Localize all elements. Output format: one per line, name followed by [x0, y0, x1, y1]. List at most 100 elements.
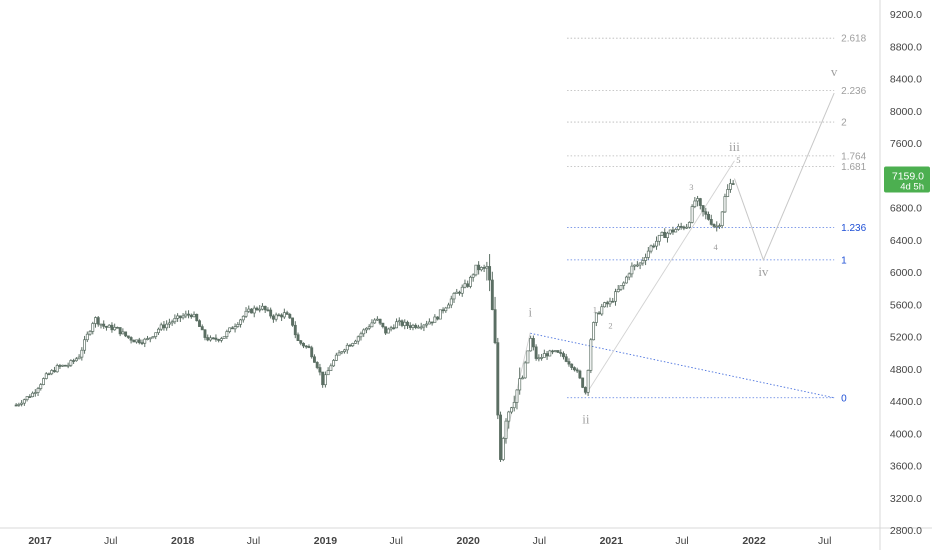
candle-body	[326, 370, 330, 376]
wave-label: 5	[736, 155, 740, 165]
support-trend-line	[530, 332, 835, 399]
candle-body	[589, 339, 593, 371]
candle-body	[712, 224, 716, 227]
candle-body	[693, 200, 697, 207]
wave-guide-line	[585, 160, 735, 395]
candle-body	[124, 331, 128, 337]
wave-label: ii	[582, 412, 590, 427]
candle-body	[392, 327, 396, 330]
candle-body	[154, 332, 158, 337]
candle-body	[55, 365, 59, 373]
candle-body	[356, 336, 360, 342]
candle-body	[444, 307, 448, 312]
candle-body	[140, 342, 144, 345]
candle-body	[523, 362, 527, 379]
candle-body	[400, 320, 404, 326]
candle-body	[701, 205, 705, 213]
candle-body	[455, 291, 459, 294]
candle-body	[572, 367, 576, 371]
price-tick-label: 8400.0	[890, 74, 922, 86]
candle-body	[406, 321, 409, 326]
candle-body	[384, 326, 388, 334]
candle-body	[381, 322, 385, 328]
candle-body	[263, 305, 267, 311]
time-axis[interactable]: 2017 Jul 2018 Jul 2019 Jul 2020 Jul 2021 Jul 2022 J…	[28, 535, 831, 547]
candle-body	[236, 324, 240, 327]
candle-body	[460, 286, 464, 294]
candle-body	[512, 402, 516, 409]
candle-body	[731, 183, 735, 185]
candle-body	[657, 234, 661, 242]
candle-body	[299, 340, 303, 344]
candle-body	[619, 285, 623, 290]
candle-body	[277, 314, 281, 317]
candle-body	[181, 315, 185, 319]
candle-body	[198, 320, 201, 327]
candle-body	[318, 367, 322, 373]
candle-body	[222, 336, 226, 339]
candle-body	[135, 339, 139, 343]
candle-body	[170, 321, 174, 324]
candle-body	[668, 229, 672, 234]
fib-level-label: 1.236	[841, 223, 866, 234]
candle-body	[132, 339, 136, 343]
candle-body	[551, 350, 554, 353]
candle-body	[414, 324, 418, 328]
candle-body	[652, 245, 656, 248]
candle-body	[83, 339, 87, 351]
last-price-tag: 7159.04d 5h	[884, 166, 930, 193]
candle-body	[203, 329, 207, 338]
candle-body	[354, 340, 357, 344]
candle-body	[474, 264, 478, 276]
candle-body	[162, 324, 166, 329]
candle-body	[660, 231, 664, 236]
candle-body	[600, 306, 604, 315]
candle-body	[209, 337, 212, 341]
candle-body	[323, 374, 327, 386]
candle-body	[597, 312, 601, 315]
candle-body	[195, 313, 199, 322]
candle-body	[364, 327, 368, 331]
time-tick-label: Jul	[389, 535, 402, 547]
candle-body	[359, 333, 363, 338]
candle-body	[50, 370, 54, 375]
time-tick-label: Jul	[675, 535, 688, 547]
candle-body	[564, 356, 568, 362]
candle-body	[105, 326, 108, 328]
candle-body	[151, 336, 155, 339]
candle-body	[312, 356, 316, 363]
candle-body	[69, 360, 73, 366]
candle-body	[321, 371, 325, 386]
candle-body	[44, 373, 48, 379]
candle-body	[282, 312, 286, 318]
candle-body	[280, 314, 284, 318]
price-tick-label: 5600.0	[890, 299, 922, 311]
fib-level-label: 0	[841, 393, 847, 404]
candle-body	[85, 333, 89, 341]
candle-body	[340, 351, 344, 354]
candle-body	[578, 370, 582, 379]
candle-body	[479, 267, 483, 271]
candle-body	[545, 353, 549, 357]
candle-body	[214, 337, 218, 340]
candle-body	[526, 350, 530, 364]
candle-body	[53, 370, 56, 373]
candle-body	[709, 219, 713, 225]
candle-body	[570, 363, 574, 368]
candle-body	[378, 318, 382, 324]
last-price-value: 7159.0	[892, 171, 924, 183]
price-axis[interactable]: 9200.08800.08400.08000.07600.07200.06800…	[890, 9, 922, 537]
candle-body	[345, 344, 349, 351]
candle-body	[77, 356, 81, 360]
candle-body	[614, 291, 617, 302]
candle-body	[176, 315, 180, 319]
candle-body	[228, 327, 232, 332]
wave-label: 2	[608, 320, 612, 330]
candle-body	[274, 314, 278, 320]
candle-body	[704, 211, 708, 215]
candle-body	[66, 364, 70, 367]
candle-body	[250, 308, 253, 314]
candle-body	[200, 326, 204, 331]
